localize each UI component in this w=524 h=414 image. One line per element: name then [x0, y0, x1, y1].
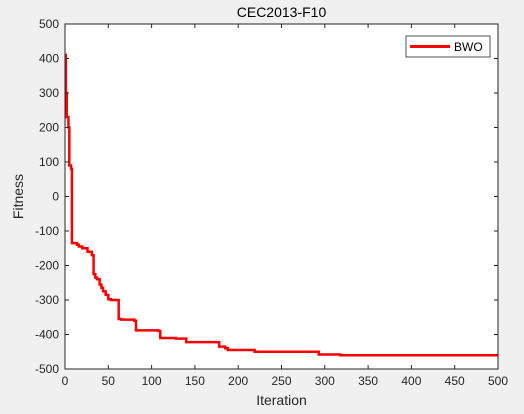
- x-tick-label: 400: [401, 374, 421, 388]
- plot-frame: [64, 23, 499, 370]
- x-tick-label: 0: [62, 374, 69, 388]
- y-tick-label: 300: [39, 86, 59, 100]
- series-line-bwo: [64, 53, 498, 357]
- legend-label: BWO: [454, 40, 483, 54]
- x-axis-label: Iteration: [256, 392, 307, 408]
- x-tick-label: 150: [185, 374, 205, 388]
- y-tick-label: 200: [39, 121, 59, 135]
- x-tick-label: 450: [445, 374, 465, 388]
- ticks-layer: 0 50 100 150 200 250 300 350 400 450 500 -500 -400 -3…: [35, 17, 508, 388]
- plot-area: [65, 24, 498, 369]
- x-tick-label: 300: [315, 374, 335, 388]
- chart-title: CEC2013-F10: [237, 4, 327, 20]
- y-tick-label: -300: [35, 293, 59, 307]
- legend: BWO: [405, 35, 491, 58]
- y-tick-label: 0: [52, 190, 59, 204]
- x-tick-label: 200: [228, 374, 248, 388]
- x-tick-label: 50: [102, 374, 116, 388]
- series-layer: [64, 53, 498, 357]
- x-tick-label: 100: [142, 374, 162, 388]
- x-tick-label: 500: [488, 374, 508, 388]
- y-tick-label: 400: [39, 52, 59, 66]
- y-tick-label: 100: [39, 155, 59, 169]
- y-axis-label: Fitness: [10, 174, 26, 219]
- x-tick-label: 250: [271, 374, 291, 388]
- y-tick-label: -400: [35, 328, 59, 342]
- x-tick-label: 350: [358, 374, 378, 388]
- y-tick-label: -500: [35, 362, 59, 376]
- y-tick-label: -200: [35, 259, 59, 273]
- y-tick-label: -100: [35, 224, 59, 238]
- y-tick-label: 500: [39, 17, 59, 31]
